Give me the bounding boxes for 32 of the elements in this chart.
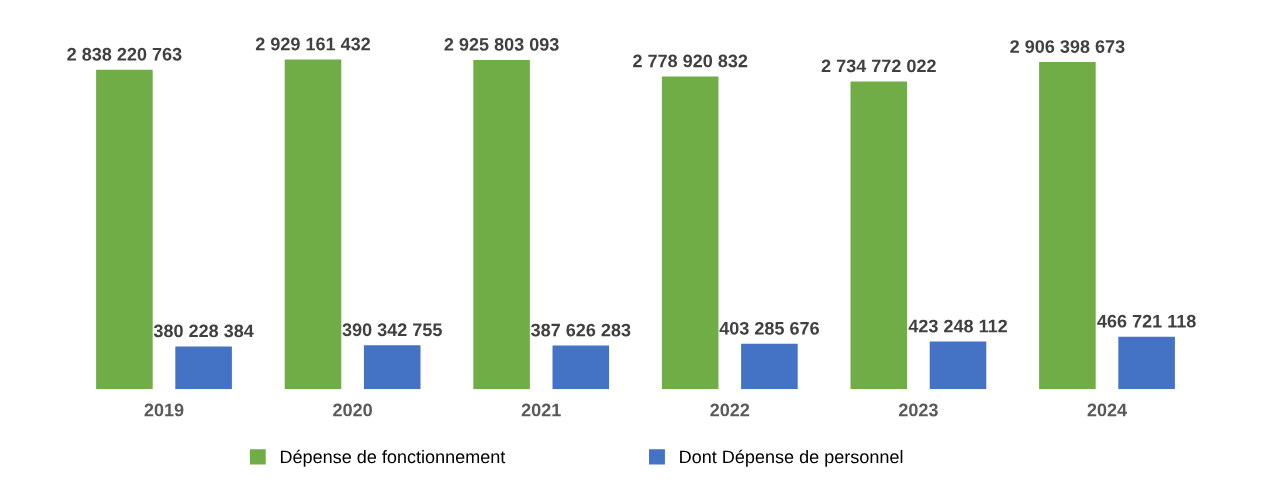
- x-tick-label: 2024: [1087, 403, 1127, 417]
- x-tick-label: 2023: [898, 403, 938, 417]
- x-tick-label: 2020: [333, 403, 372, 417]
- data-label: 2 778 920 832: [633, 54, 748, 68]
- data-label: 2 734 772 022: [821, 59, 936, 73]
- data-label: 423 248 112: [908, 319, 1007, 333]
- legend-label: Dont Dépense de personnel: [680, 449, 903, 467]
- bar: [929, 341, 987, 390]
- data-label: 466 721 118: [1097, 314, 1196, 328]
- legend-label: Dépense de fonctionnement: [280, 449, 506, 467]
- bar: [284, 59, 342, 390]
- bar: [1118, 336, 1175, 390]
- bar: [661, 76, 719, 390]
- bar: [96, 69, 153, 390]
- bar: [1039, 62, 1096, 390]
- bar: [175, 346, 232, 390]
- x-tick-label: 2022: [710, 403, 750, 417]
- x-tick-label: 2019: [144, 403, 184, 417]
- bar: [473, 59, 530, 390]
- bar: [850, 81, 908, 390]
- data-label: 2 925 803 093: [444, 37, 559, 51]
- data-label: 403 285 676: [719, 321, 819, 335]
- data-label: 380 228 384: [153, 324, 254, 338]
- data-label: 387 626 283: [531, 323, 631, 337]
- data-label: 2 838 220 763: [67, 47, 182, 61]
- data-label: 2 906 398 673: [1010, 40, 1125, 53]
- data-label: 390 342 755: [342, 323, 442, 337]
- bar: [363, 345, 421, 390]
- bar: [741, 343, 798, 390]
- bar: [552, 345, 610, 390]
- data-label: 2 929 161 432: [255, 37, 371, 51]
- x-tick-label: 2021: [521, 403, 561, 417]
